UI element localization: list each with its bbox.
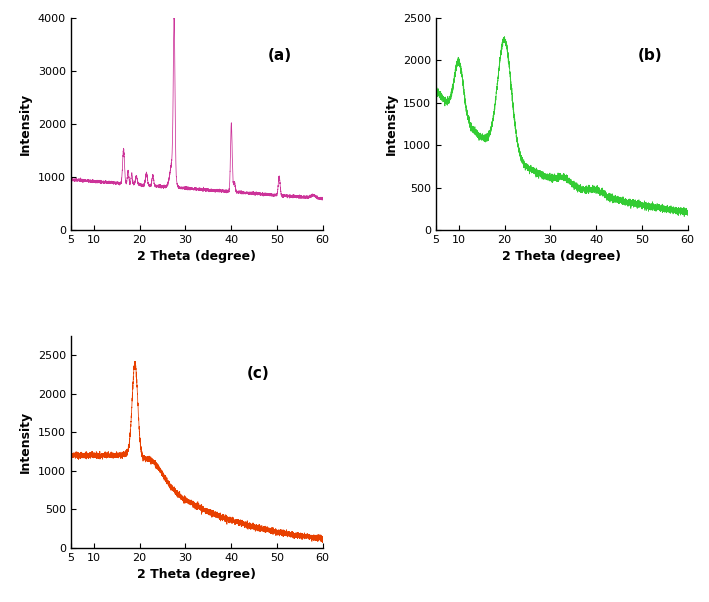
Y-axis label: Intensity: Intensity xyxy=(19,411,33,473)
Text: (c): (c) xyxy=(247,366,270,381)
Text: (b): (b) xyxy=(637,48,662,63)
X-axis label: 2 Theta (degree): 2 Theta (degree) xyxy=(138,250,256,264)
X-axis label: 2 Theta (degree): 2 Theta (degree) xyxy=(138,568,256,582)
Y-axis label: Intensity: Intensity xyxy=(19,93,33,155)
Text: (a): (a) xyxy=(267,48,291,63)
Y-axis label: Intensity: Intensity xyxy=(384,93,398,155)
X-axis label: 2 Theta (degree): 2 Theta (degree) xyxy=(503,250,621,264)
